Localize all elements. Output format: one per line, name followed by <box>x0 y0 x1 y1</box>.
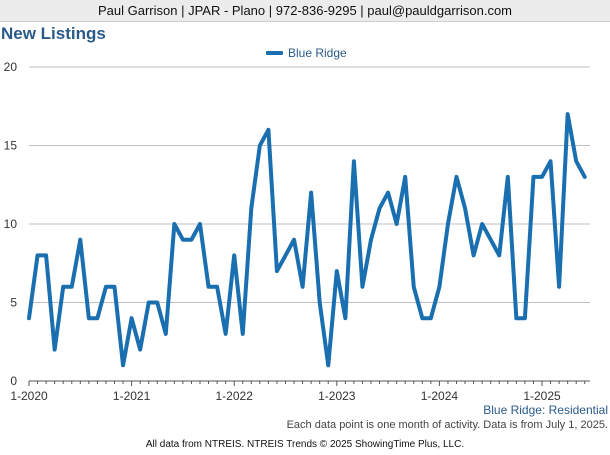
x-tick-label: 1-2020 <box>10 389 48 403</box>
axes: 0 5 10 15 20 1-2020 1-2021 1-2022 1-2023 1-2024 1-… <box>4 60 590 403</box>
x-tick-label: 1-2022 <box>216 389 254 403</box>
y-tick-label: 15 <box>4 139 18 153</box>
legend: Blue Ridge <box>266 46 347 60</box>
chart-title: New Listings <box>1 24 106 43</box>
x-tick-label: 1-2021 <box>113 389 151 403</box>
y-tick-label: 0 <box>10 374 17 388</box>
series-line-blue-ridge <box>27 112 587 368</box>
x-tick-label: 1-2024 <box>421 389 459 403</box>
y-tick-label: 10 <box>4 217 18 231</box>
header-bar: Paul Garrison | JPAR - Plano | 972-836-9… <box>0 0 610 22</box>
footer-credit: All data from NTREIS. NTREIS Trends © 20… <box>145 439 465 450</box>
x-tick-label: 1-2025 <box>523 389 561 403</box>
header-text: Paul Garrison | JPAR - Plano | 972-836-9… <box>97 3 513 18</box>
series <box>27 112 587 368</box>
legend-swatch <box>266 51 283 55</box>
y-tick-label: 5 <box>10 296 17 310</box>
chart-note: Each data point is one month of activity… <box>286 419 608 431</box>
y-tick-label: 20 <box>4 60 18 74</box>
x-tick-label: 1-2023 <box>318 389 356 403</box>
legend-label: Blue Ridge <box>288 46 347 60</box>
chart-subtitle: Blue Ridge: Residential <box>483 403 608 417</box>
